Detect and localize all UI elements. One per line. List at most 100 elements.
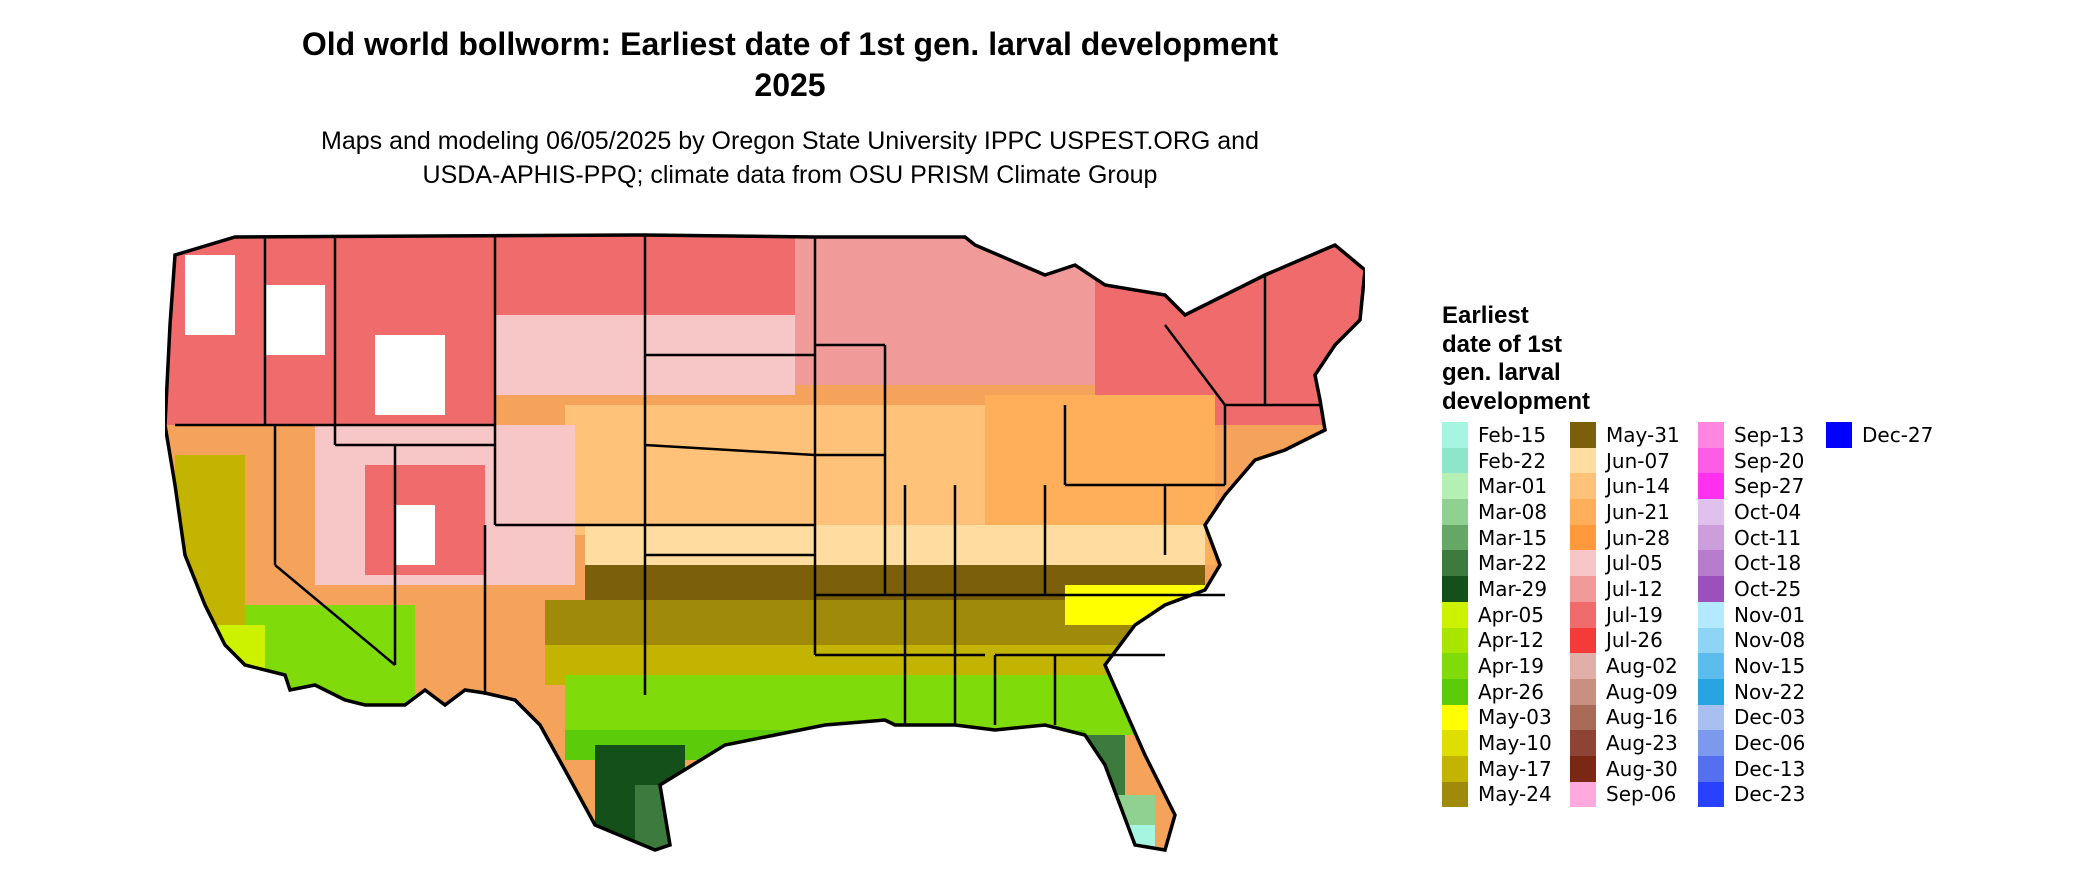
legend-swatch bbox=[1570, 576, 1596, 602]
legend-swatch bbox=[1442, 755, 1468, 782]
legend-item: Nov-15 bbox=[1698, 653, 1805, 679]
legend-label: Dec-13 bbox=[1734, 756, 1806, 781]
legend-label: Jun-28 bbox=[1606, 525, 1670, 550]
subtitle-line-2: USDA-APHIS-PPQ; climate data from OSU PR… bbox=[422, 161, 1158, 189]
legend-item: Jun-14 bbox=[1570, 473, 1680, 500]
legend-item: May-31 bbox=[1570, 422, 1680, 448]
legend-item: Oct-11 bbox=[1698, 524, 1805, 551]
legend-swatch bbox=[1442, 499, 1468, 525]
legend-item: May-17 bbox=[1442, 755, 1552, 782]
legend-item: Aug-30 bbox=[1570, 755, 1680, 782]
legend-item: Sep-13 bbox=[1698, 422, 1805, 448]
legend-label: Nov-22 bbox=[1734, 679, 1806, 704]
map-title-line-1: Old world bollworm: Earliest date of 1st… bbox=[301, 26, 1279, 62]
legend-item: Dec-06 bbox=[1698, 730, 1805, 756]
legend-swatch bbox=[1442, 524, 1468, 551]
legend-swatch bbox=[1698, 524, 1724, 551]
legend-title-line: Earliest bbox=[1442, 302, 1529, 329]
legend-label: Sep-13 bbox=[1734, 422, 1805, 447]
legend-item: Sep-27 bbox=[1698, 473, 1805, 500]
legend-label: Aug-30 bbox=[1606, 756, 1678, 781]
legend-item: Oct-04 bbox=[1698, 499, 1805, 525]
legend-swatch bbox=[1698, 576, 1724, 602]
legend-label: Dec-03 bbox=[1734, 705, 1806, 730]
legend-label: Oct-11 bbox=[1734, 525, 1802, 550]
legend-item: Feb-22 bbox=[1442, 447, 1552, 474]
legend-item: Oct-18 bbox=[1698, 550, 1805, 577]
legend-label: Nov-08 bbox=[1734, 628, 1806, 653]
legend-swatch bbox=[1442, 730, 1468, 756]
legend-swatch bbox=[1698, 447, 1724, 474]
legend-item: Jun-07 bbox=[1570, 447, 1680, 474]
legend-label: Sep-27 bbox=[1734, 474, 1805, 499]
legend-label: Nov-01 bbox=[1734, 602, 1806, 627]
legend-item: Oct-25 bbox=[1698, 576, 1805, 602]
legend-label: Apr-19 bbox=[1478, 654, 1544, 679]
legend-item: Jul-19 bbox=[1570, 601, 1680, 628]
legend-swatch bbox=[1570, 653, 1596, 679]
us-map bbox=[165, 233, 1365, 852]
legend-label: Jul-19 bbox=[1606, 602, 1663, 627]
legend-swatch bbox=[1442, 653, 1468, 679]
legend-swatch bbox=[1698, 550, 1724, 577]
map-title-line-2: 2025 bbox=[754, 67, 826, 103]
legend-swatch bbox=[1570, 447, 1596, 474]
legend-label: Aug-09 bbox=[1606, 679, 1678, 704]
legend-swatch bbox=[1442, 422, 1468, 448]
legend-swatch bbox=[1442, 704, 1468, 731]
legend-swatch bbox=[1570, 755, 1596, 782]
legend-swatch bbox=[1698, 678, 1724, 705]
legend-swatch bbox=[1570, 473, 1596, 500]
legend-swatch bbox=[1698, 499, 1724, 525]
legend-title-line: development bbox=[1442, 387, 1591, 415]
legend-label: Feb-22 bbox=[1478, 448, 1547, 473]
legend-swatch bbox=[1698, 601, 1724, 628]
legend-item: Mar-08 bbox=[1442, 499, 1552, 525]
legend-label: Jun-07 bbox=[1606, 448, 1670, 473]
legend-item: Dec-03 bbox=[1698, 704, 1806, 731]
legend-swatch bbox=[1442, 576, 1468, 602]
legend-label: May-17 bbox=[1478, 756, 1552, 781]
legend-label: May-10 bbox=[1478, 731, 1552, 756]
legend-item: Dec-13 bbox=[1698, 755, 1806, 782]
legend-item: Mar-15 bbox=[1442, 524, 1552, 551]
legend-label: Aug-23 bbox=[1606, 731, 1678, 756]
legend-label: Sep-20 bbox=[1734, 448, 1805, 473]
legend-label: Mar-22 bbox=[1478, 551, 1548, 576]
legend-label: Feb-15 bbox=[1478, 422, 1547, 447]
legend-column: Dec-27 bbox=[1826, 422, 1933, 448]
legend-item: Mar-22 bbox=[1442, 550, 1552, 577]
legend-label: Mar-08 bbox=[1478, 499, 1548, 524]
legend-item: Sep-06 bbox=[1570, 781, 1680, 808]
legend-title: Earliest date of 1st gen. larval develop… bbox=[1442, 302, 1590, 416]
legend-item: Jul-26 bbox=[1570, 627, 1680, 654]
legend-swatch bbox=[1570, 601, 1596, 628]
legend-swatch bbox=[1698, 704, 1724, 731]
legend-swatch bbox=[1570, 627, 1596, 654]
legend-item: Aug-09 bbox=[1570, 678, 1680, 705]
legend-item: Nov-22 bbox=[1698, 678, 1806, 705]
legend-label: Oct-18 bbox=[1734, 551, 1802, 576]
legend-item: Jul-05 bbox=[1570, 550, 1680, 577]
legend-item: May-10 bbox=[1442, 730, 1552, 756]
legend-label: Aug-02 bbox=[1606, 654, 1678, 679]
legend-label: Oct-25 bbox=[1734, 576, 1802, 601]
legend-label: Apr-26 bbox=[1478, 679, 1544, 704]
legend-item: Jun-21 bbox=[1570, 499, 1680, 525]
map-title: Old world bollworm: Earliest date of 1st… bbox=[230, 24, 1350, 106]
legend-swatch bbox=[1570, 730, 1596, 756]
legend-swatch bbox=[1698, 755, 1724, 782]
legend-item: Aug-16 bbox=[1570, 704, 1680, 731]
legend-item: Apr-05 bbox=[1442, 601, 1552, 628]
legend-swatch bbox=[1698, 473, 1724, 500]
legend-swatch bbox=[1442, 550, 1468, 577]
legend-item: Dec-23 bbox=[1698, 781, 1805, 808]
legend-label: Aug-16 bbox=[1606, 705, 1678, 730]
legend-swatch bbox=[1570, 678, 1596, 705]
legend-swatch bbox=[1698, 627, 1724, 654]
legend-label: Sep-06 bbox=[1606, 782, 1677, 807]
legend-label: Mar-15 bbox=[1478, 525, 1548, 550]
legend-label: May-24 bbox=[1478, 782, 1552, 807]
legend-swatch bbox=[1570, 781, 1596, 808]
legend-label: Oct-04 bbox=[1734, 499, 1802, 524]
